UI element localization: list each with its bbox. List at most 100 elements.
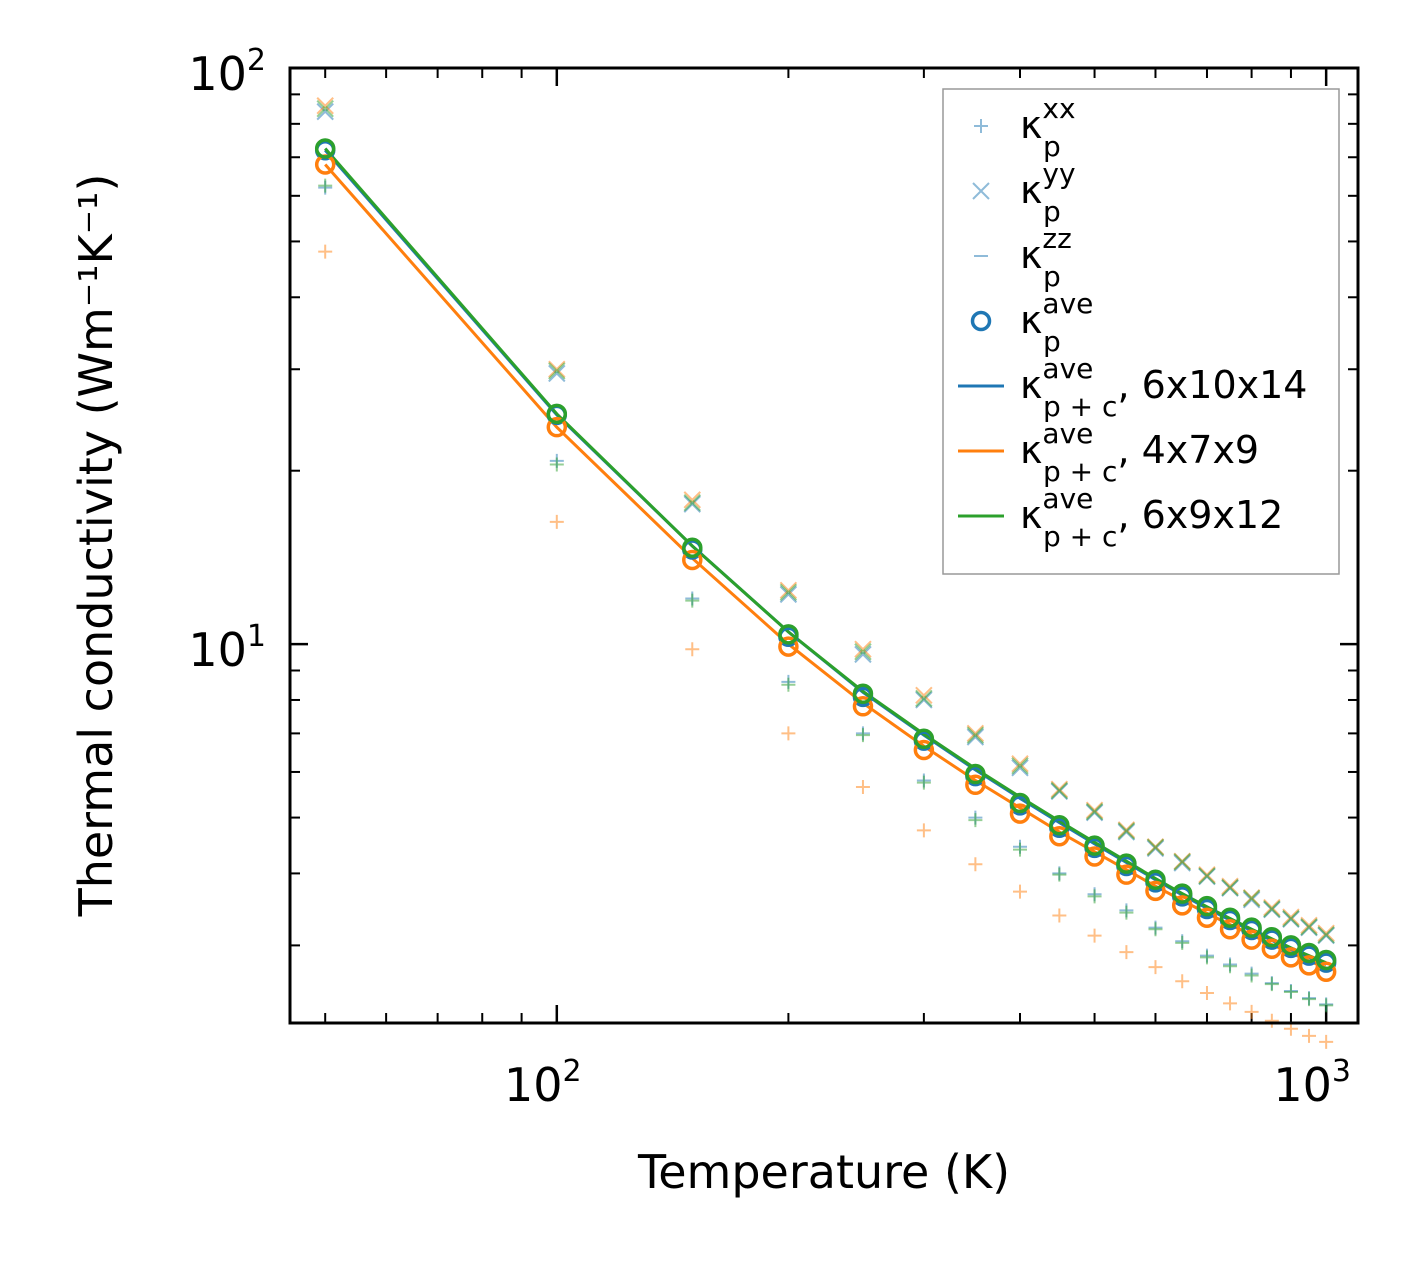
x-tick-base: 10 [1273, 1058, 1332, 1112]
data-point [1175, 935, 1190, 950]
data-point [1317, 924, 1335, 942]
data-point [965, 763, 986, 785]
y-tick-exponent: 1 [247, 619, 266, 654]
legend-label: κzz p [1020, 222, 1072, 293]
data-point [915, 691, 933, 709]
data-point [1085, 802, 1104, 821]
legend-marker-swatch [972, 182, 990, 200]
data-point [1282, 908, 1300, 926]
data-point [546, 403, 568, 425]
data-point [855, 779, 870, 794]
data-point [965, 774, 986, 796]
data-point [1264, 977, 1279, 992]
data-point [968, 857, 983, 872]
x-tick-exponent: 3 [1332, 1054, 1351, 1089]
x-tick-label: 102 [504, 1054, 582, 1112]
data-point [966, 726, 985, 744]
data-point [915, 689, 933, 708]
data-point [1241, 929, 1262, 950]
data-point [1145, 869, 1166, 890]
data-point [916, 823, 931, 838]
data-point [1196, 895, 1218, 917]
data-point [852, 696, 874, 717]
data-point [1011, 759, 1029, 777]
data-point [778, 636, 799, 657]
data-point [1049, 826, 1070, 847]
data-point [913, 728, 935, 750]
data-point [854, 645, 872, 664]
x-tick-exponent: 2 [563, 1054, 582, 1089]
data-point [1145, 880, 1166, 902]
data-point [779, 585, 798, 604]
data-point [546, 416, 568, 438]
y-axis-label: Thermal conductivity (Wm⁻¹K⁻¹) [69, 174, 123, 918]
data-point [968, 813, 983, 828]
data-point [778, 624, 799, 645]
data-point [781, 726, 796, 741]
data-point [1280, 935, 1302, 956]
data-point [1119, 945, 1134, 960]
data-point [1196, 907, 1218, 929]
data-point [548, 364, 566, 383]
data-point [548, 360, 566, 378]
data-point [1261, 926, 1283, 948]
data-point [1173, 853, 1191, 871]
data-point [779, 581, 798, 600]
data-point [1087, 889, 1102, 904]
y-tick-base: 10 [188, 47, 247, 101]
data-point [1148, 960, 1163, 975]
data-point [1052, 867, 1067, 882]
legend-entry-2: κzz p [974, 222, 1072, 293]
legend-entry-5: κave p + c, 4x7x9 [958, 417, 1259, 488]
data-point [915, 686, 933, 705]
data-point [1282, 909, 1300, 928]
legend-subscript: p [1043, 130, 1061, 163]
legend-subscript: p + c [1043, 390, 1117, 423]
legend-label: κave p + c, 6x9x12 [1020, 482, 1283, 553]
data-point [1315, 949, 1337, 971]
data-point [1052, 908, 1067, 923]
legend-superscript: ave [1042, 352, 1093, 385]
data-point [1009, 792, 1031, 814]
legend-marker-swatch [974, 119, 988, 133]
data-point [549, 457, 564, 472]
data-point [1219, 918, 1241, 940]
data-point [1263, 900, 1281, 918]
data-point [685, 593, 700, 608]
legend-label: κyy p [1020, 157, 1076, 228]
data-point [1199, 986, 1214, 1001]
data-point [1175, 974, 1190, 989]
data-point [1116, 864, 1137, 885]
data-point [1264, 1013, 1279, 1028]
data-point [1009, 803, 1031, 824]
data-point [1084, 835, 1105, 856]
data-point [1300, 918, 1318, 936]
legend-subscript: p [1043, 260, 1061, 293]
data-point [1283, 985, 1298, 1000]
data-point [1148, 922, 1163, 937]
legend-box [942, 88, 1340, 575]
data-point [1302, 1028, 1317, 1043]
legend-marker-swatch [970, 310, 992, 332]
legend-subscript: p [1043, 195, 1061, 228]
data-point [1280, 947, 1302, 968]
legend-suffix: , 6x9x12 [1117, 493, 1283, 537]
data-point [1298, 942, 1320, 964]
legend-symbol: κ [1020, 428, 1042, 472]
data-point [316, 102, 334, 121]
legend-superscript: ave [1042, 417, 1093, 450]
data-point [1050, 781, 1069, 800]
data-point [1219, 907, 1241, 929]
legend-subscript: p + c [1043, 520, 1117, 553]
data-point [1119, 905, 1134, 920]
plot-lines [324, 147, 1327, 970]
data-point [1198, 867, 1216, 885]
data-point [682, 549, 703, 571]
data-point [1011, 755, 1029, 773]
legend-label: κave p + c, 4x7x9 [1020, 417, 1259, 488]
series-line-2 [324, 147, 1327, 965]
data-point [854, 640, 872, 658]
data-point [916, 775, 931, 790]
